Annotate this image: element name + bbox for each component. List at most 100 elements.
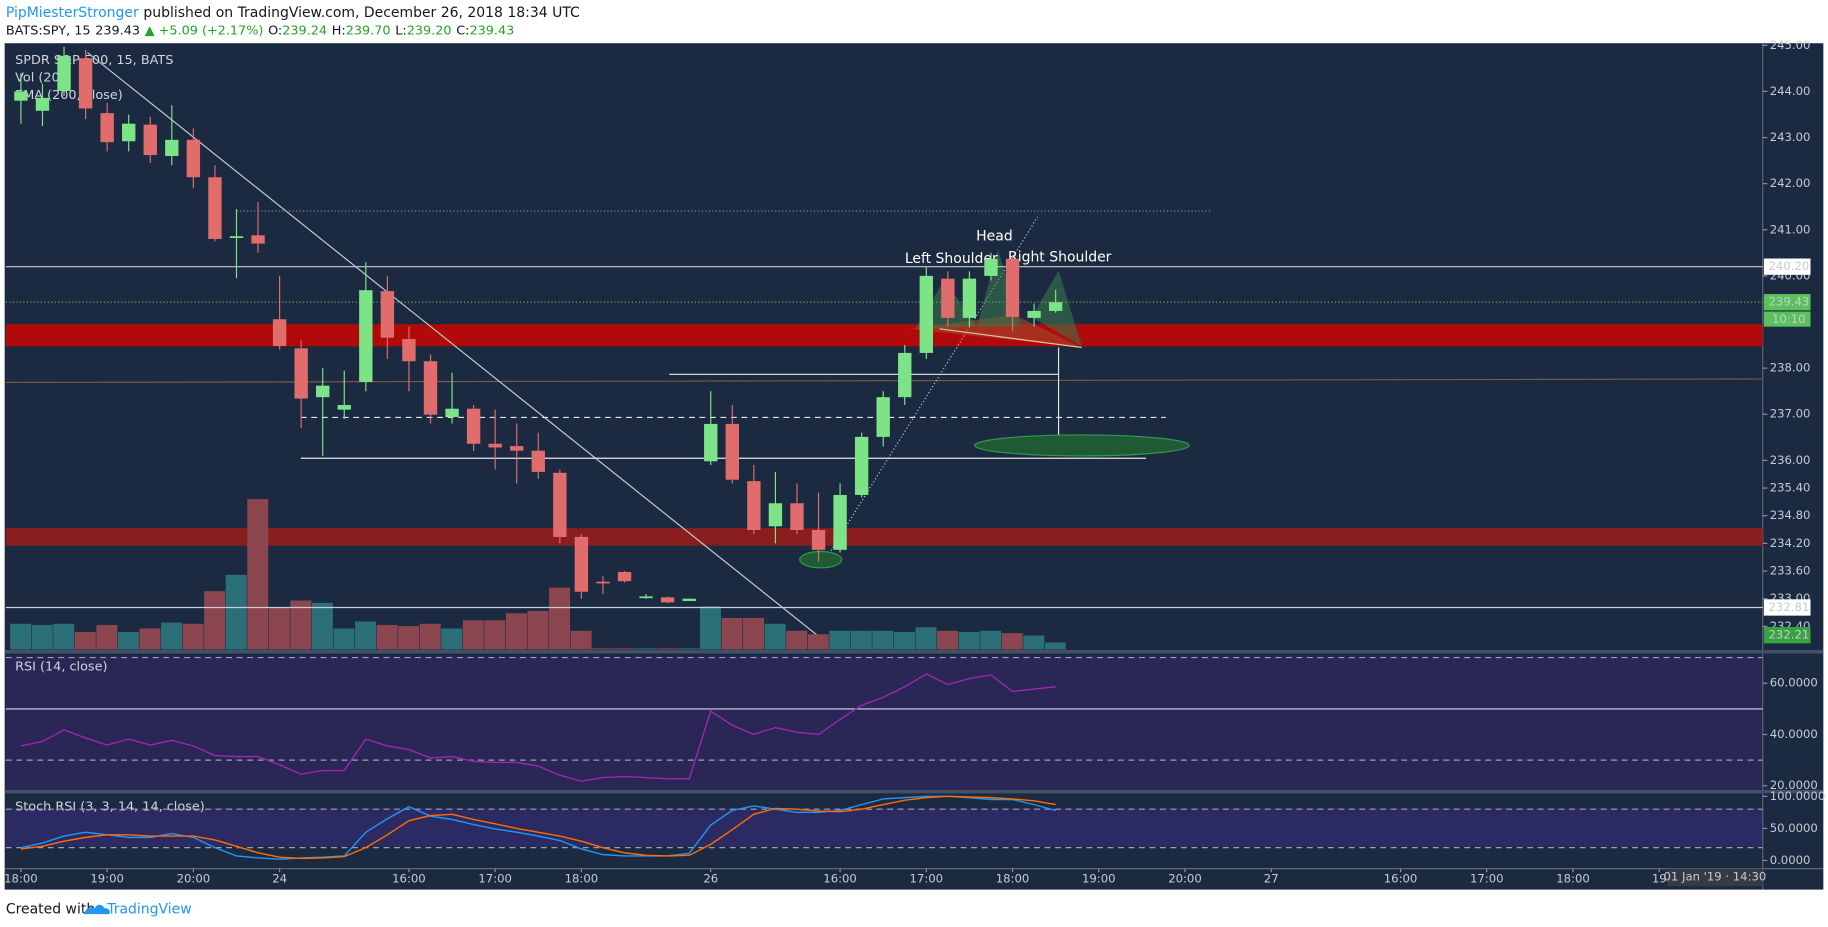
stoch-band xyxy=(5,807,1763,847)
candle-body xyxy=(1027,310,1041,318)
volume-bar xyxy=(656,648,678,650)
candle-body xyxy=(229,236,244,238)
volume-bar xyxy=(786,630,808,650)
y-tick-label: 238.00 xyxy=(1770,361,1811,375)
x-tick-label: 17:00 xyxy=(910,872,944,886)
ohlc-value: 239.70 xyxy=(346,23,391,38)
volume-bar xyxy=(549,587,571,650)
change: ▲ +5.09 (+2.17%) xyxy=(145,23,264,38)
candle-body xyxy=(488,443,502,448)
ohlc-label: O: xyxy=(268,23,282,38)
volume-bar xyxy=(290,600,312,650)
volume-bar xyxy=(204,591,226,650)
candle-body xyxy=(747,481,761,531)
volume-bar xyxy=(268,607,290,650)
indicator-line xyxy=(20,795,1056,860)
volume-bar xyxy=(139,628,161,650)
ohlc-label: H: xyxy=(332,23,346,38)
candle-body xyxy=(941,278,955,318)
main-legend: SPDR S&P 500, 15, BATS xyxy=(15,53,173,68)
candle-body xyxy=(35,97,50,111)
x-tick-label: 16:00 xyxy=(392,872,426,886)
volume-bar xyxy=(764,623,786,650)
candle-body xyxy=(100,113,114,143)
price-label-box xyxy=(1763,258,1811,275)
volume-bar xyxy=(1001,633,1023,650)
pattern-label: Left Shoulder xyxy=(905,251,998,267)
volume-bar xyxy=(419,623,441,650)
last-price: 239.43 xyxy=(95,23,140,38)
y-tick-label: 0.0000 xyxy=(1770,853,1811,867)
candle-body xyxy=(854,436,869,495)
volume-bar xyxy=(53,623,75,650)
brand[interactable]: TradingView xyxy=(106,901,191,917)
volume-bar xyxy=(1023,635,1045,650)
y-tick-label: 20.0000 xyxy=(1770,778,1818,792)
volume-bar xyxy=(376,624,398,650)
y-tick-label: 40.0000 xyxy=(1770,727,1818,741)
symbol: BATS:SPY, 15 xyxy=(6,23,91,38)
y-tick-label: 236.00 xyxy=(1770,453,1811,467)
y-tick-label: 60.0000 xyxy=(1770,676,1818,690)
countdown-box xyxy=(1763,311,1811,327)
candle-body xyxy=(876,397,890,437)
ohlc-value: 239.24 xyxy=(282,23,327,38)
candle-body xyxy=(704,423,718,462)
pattern-label: Right Shoulder xyxy=(1008,250,1112,266)
candle-body xyxy=(359,290,373,382)
y-tick-label: 233.60 xyxy=(1770,564,1811,578)
rsi-band xyxy=(5,656,1763,790)
candle-body xyxy=(445,408,459,418)
x-tick-label: 19:00 xyxy=(1082,872,1116,886)
volume-bar xyxy=(678,648,700,650)
volume-bar xyxy=(441,628,463,650)
candle-body xyxy=(294,348,308,399)
candle-body xyxy=(574,536,589,592)
candle-body xyxy=(316,385,330,398)
volume-bar xyxy=(570,630,592,650)
candle-body xyxy=(78,58,93,109)
candle-body xyxy=(531,450,545,472)
volume-bar xyxy=(161,622,183,650)
y-tick-label: 244.00 xyxy=(1770,84,1811,98)
candle-body xyxy=(660,597,675,603)
candle-body xyxy=(1005,258,1020,317)
x-tick-label: 26 xyxy=(703,872,718,886)
y-tick-label: 50.0000 xyxy=(1770,821,1818,835)
volume-bar xyxy=(850,630,872,650)
resistance-zone xyxy=(5,324,1763,347)
candle-body xyxy=(122,123,136,142)
volume-bar xyxy=(31,624,53,650)
candle-body xyxy=(402,339,416,362)
volume-bar xyxy=(635,648,657,650)
ohlc-value: 239.43 xyxy=(469,23,514,38)
candle-body xyxy=(186,139,201,178)
cursor-label-box xyxy=(1667,868,1763,887)
x-tick-label: 18:00 xyxy=(4,872,38,886)
volume-legend: Vol (20) xyxy=(15,71,65,86)
volume-bar xyxy=(872,630,894,650)
candle-body xyxy=(768,503,783,527)
x-tick-label: 19:00 xyxy=(90,872,124,886)
volume-bar xyxy=(592,648,614,650)
price-label-box xyxy=(1763,626,1811,644)
candle-body xyxy=(466,408,481,444)
volume-bar xyxy=(915,627,937,650)
volume-bar xyxy=(1044,642,1066,650)
candle-body xyxy=(984,258,998,276)
x-tick-label: 16:00 xyxy=(823,872,857,886)
volume-bar xyxy=(333,628,355,650)
candle-body xyxy=(811,530,826,550)
candle-body xyxy=(143,124,157,156)
author[interactable]: PipMiesterStronger xyxy=(6,5,139,21)
y-tick-label: 245.00 xyxy=(1770,38,1811,52)
publish-line: PipMiesterStronger published on TradingVi… xyxy=(6,5,580,21)
candle-body xyxy=(725,423,739,480)
cursor-label: 01 Jan '19 · 14:30 xyxy=(1664,869,1767,883)
drawings xyxy=(5,52,1763,650)
candle-body xyxy=(790,503,804,531)
candle-body xyxy=(14,91,28,101)
pattern-label: Head xyxy=(976,229,1013,245)
